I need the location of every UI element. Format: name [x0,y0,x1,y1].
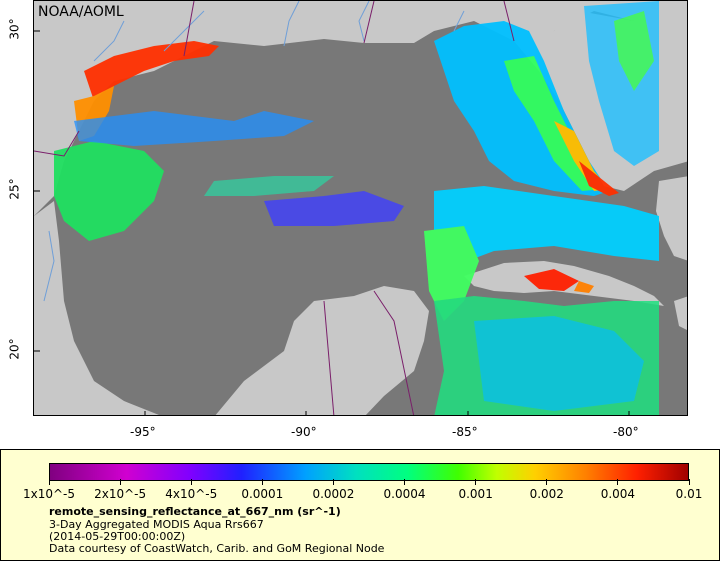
colorbar-tick [48,479,50,485]
credit-label: NOAA/AOML [38,4,124,20]
colorbar-label: 0.001 [458,487,493,501]
graticule-ticks [34,30,630,415]
reflectance-swaths [54,1,659,415]
lon-tick-80: -80° [613,425,639,439]
map-canvas [34,1,687,415]
rivers [43,1,465,302]
colorbar-tick [688,479,690,485]
land-hispaniola-edge [674,296,687,330]
colorbar-tick [546,479,548,485]
lon-tick-95: -95° [130,425,156,439]
land-us-gulf-coast [34,1,687,216]
land-yucatan [215,286,429,415]
colorbar [49,463,689,481]
legend-time: (2014-05-29T00:00:00Z) [49,530,186,543]
colorbar-tick [404,479,406,485]
lon-tick-90: -90° [291,425,317,439]
lon-tick-85: -85° [452,425,478,439]
colorbar-label: 0.01 [675,487,703,501]
lat-tick-20: 20° [7,338,22,360]
colorbar-label: 2x10^-5 [94,487,147,501]
colorbar-label: 4x10^-5 [165,487,218,501]
colorbar-tick [190,479,192,485]
colorbar-label: 0.0001 [241,487,284,501]
land-mexico [34,201,159,415]
lat-tick-30: 30° [7,18,22,40]
colorbar-label: 0.0004 [383,487,426,501]
colorbar-tick [332,479,334,485]
legend-panel: remote_sensing_reflectance_at_667_nm (sr… [0,449,720,561]
colorbar-label: 0.0002 [312,487,355,501]
colorbar-tick [119,479,121,485]
colorbar-tick [617,479,619,485]
lat-tick-25: 25° [7,178,22,200]
legend-title: remote_sensing_reflectance_at_667_nm (sr… [49,505,341,518]
map-frame: NOAA/AOML [33,0,688,416]
legend-credit: Data courtesy of CoastWatch, Carib. and … [49,542,385,555]
colorbar-tick [261,479,263,485]
colorbar-tick [475,479,477,485]
land-bahamas [656,176,687,261]
colorbar-label: 1x10^-5 [22,487,76,501]
legend-dataset: 3-Day Aggregated MODIS Aqua Rrs667 [49,518,264,531]
colorbar-label: 0.002 [529,487,564,501]
borders [34,1,515,415]
colorbar-label: 0.004 [600,487,636,501]
